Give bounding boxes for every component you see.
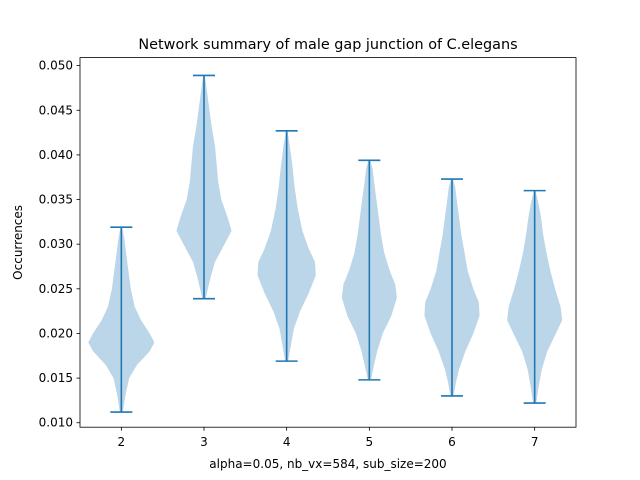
x-axis: 2 3 4 5 6 7: [118, 427, 539, 449]
y-tick-label: 0.030: [39, 237, 73, 251]
y-axis-label: Occurrences: [11, 205, 25, 280]
x-tick-label: 2: [118, 435, 126, 449]
y-tick-label: 0.045: [39, 103, 73, 117]
x-tick-label: 3: [200, 435, 208, 449]
y-tick-label: 0.050: [39, 59, 73, 73]
y-tick-label: 0.020: [39, 326, 73, 340]
axes-frame: [79, 57, 577, 428]
x-tick-label: 4: [283, 435, 291, 449]
x-axis-label: alpha=0.05, nb_vx=584, sub_size=200: [209, 457, 446, 471]
y-axis: 0.010 0.015 0.020 0.025 0.030 0.035 0.040 0.045…: [39, 59, 80, 430]
y-tick-label: 0.015: [39, 371, 73, 385]
y-tick-label: 0.040: [39, 148, 73, 162]
y-tick-label: 0.025: [39, 282, 73, 296]
chart-title: Network summary of male gap junction of …: [138, 37, 517, 53]
x-tick-label: 6: [448, 435, 456, 449]
x-tick-label: 5: [366, 435, 374, 449]
y-tick-label: 0.010: [39, 416, 73, 430]
plot-area: [88, 74, 563, 413]
y-tick-label: 0.035: [39, 193, 73, 207]
x-tick-label: 7: [531, 435, 539, 449]
